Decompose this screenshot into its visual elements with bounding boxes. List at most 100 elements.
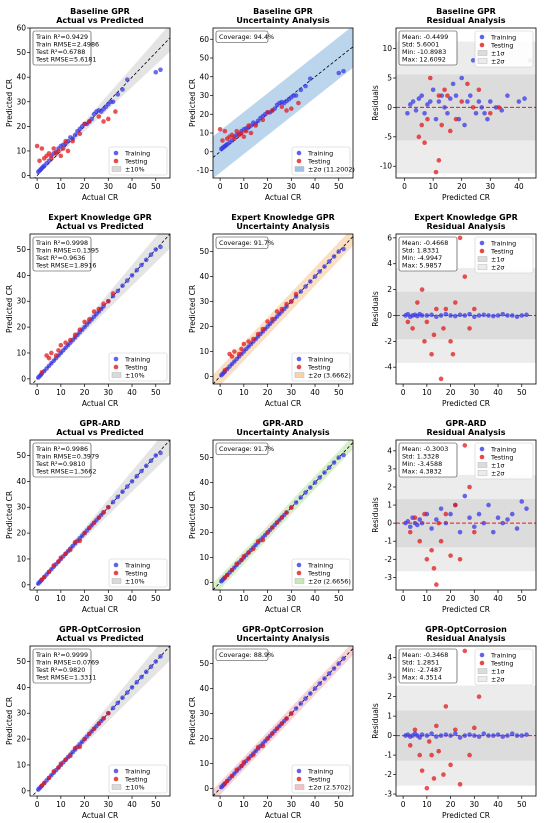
- training-point: [405, 519, 411, 524]
- testing-point: [415, 300, 420, 305]
- y-axis-label: Residuals: [371, 703, 380, 739]
- testing-point: [56, 148, 61, 154]
- legend-label: Testing: [124, 775, 147, 783]
- testing-point: [234, 767, 240, 773]
- testing-point: [472, 529, 477, 535]
- training-point: [293, 500, 299, 505]
- testing-point: [82, 530, 87, 536]
- training-point: [293, 706, 299, 711]
- training-point: [115, 700, 121, 706]
- y-axis-label: Residuals: [371, 497, 380, 533]
- x-tick-label: 10: [239, 594, 249, 603]
- stats-line: Min: -4.9947: [402, 254, 442, 262]
- x-axis-label: Actual CR: [82, 193, 118, 202]
- legend-label: ±1σ: [491, 255, 504, 263]
- training-point: [312, 686, 318, 691]
- testing-point: [246, 339, 251, 344]
- testing-point: [63, 138, 68, 144]
- x-axis-label: Actual CR: [82, 605, 118, 614]
- plot-frame: [29, 439, 171, 591]
- stats-line: Min: -10.8983: [402, 48, 446, 56]
- subplot-r0c1: 0 10 20 30 40 50 -10 0 10 20 30 40 50 60 Baseline GPRU…: [188, 7, 355, 202]
- y-tick-label: 0: [204, 784, 209, 793]
- stats-line: Test R²=0.9810: [35, 460, 85, 468]
- y-tick-label: 0: [204, 372, 209, 381]
- training-point: [341, 656, 346, 661]
- testing-point: [417, 752, 423, 758]
- training-point: [120, 695, 125, 701]
- training-point: [490, 529, 496, 535]
- plot-frame: [212, 645, 354, 797]
- legend-swatch: [477, 58, 488, 64]
- y-tick-label: 4: [387, 653, 392, 662]
- training-point: [505, 517, 510, 522]
- training-point: [467, 93, 473, 98]
- legend-marker-testing: [296, 364, 302, 370]
- testing-point: [224, 572, 230, 578]
- training-point: [422, 110, 427, 116]
- legend-swatch: [477, 462, 488, 468]
- training-point: [115, 494, 121, 500]
- testing-point: [39, 370, 45, 375]
- training-point: [405, 110, 410, 116]
- subplot-title: Baseline GPR: [70, 7, 130, 16]
- stats-line: Train R²=0.9429: [35, 33, 88, 41]
- y-tick-label: 0: [387, 103, 392, 112]
- training-point: [453, 93, 459, 98]
- subplot-title: Expert Knowledge GPR: [48, 213, 152, 222]
- x-tick-label: 10: [56, 594, 66, 603]
- testing-point: [41, 574, 47, 580]
- y-tick-label: 40: [199, 72, 209, 81]
- testing-point: [82, 121, 87, 127]
- x-tick-label: 30: [287, 388, 297, 397]
- legend-marker-training: [479, 240, 485, 246]
- plot-area: [213, 28, 353, 178]
- testing-point: [236, 351, 242, 357]
- subplot-subtitle: Residual Analysis: [427, 222, 506, 231]
- testing-point: [220, 138, 225, 143]
- stats-line: Test RMSE=1.8916: [35, 262, 96, 270]
- legend-swatch: [111, 578, 122, 584]
- y-tick-label: 10: [16, 146, 26, 155]
- legend-label: Training: [307, 149, 333, 157]
- training-point: [139, 674, 144, 680]
- plot-frame: [29, 27, 171, 179]
- plot-area: [34, 28, 170, 178]
- legend-marker-training: [296, 356, 302, 362]
- testing-point: [34, 143, 40, 149]
- subplot-subtitle: Actual vs Predicted: [56, 634, 144, 643]
- x-tick-label: 10: [239, 800, 249, 809]
- legend-label: Training: [124, 355, 150, 363]
- x-tick-label: 30: [287, 800, 297, 809]
- training-point: [429, 731, 434, 736]
- y-tick-label: 0: [21, 786, 26, 795]
- training-point: [472, 524, 477, 530]
- testing-point: [457, 782, 463, 787]
- legend-label: Testing: [124, 157, 147, 165]
- legend-frame: [474, 30, 534, 68]
- legend-label: ±2σ (2.5702): [308, 783, 351, 791]
- testing-point: [101, 301, 106, 307]
- testing-point: [431, 566, 437, 571]
- stats-line: Train R²=0.9986: [35, 445, 88, 453]
- legend-swatch: [477, 50, 488, 56]
- training-point: [143, 257, 149, 263]
- coverage-text: Coverage: 91.7%: [219, 239, 274, 247]
- testing-point: [470, 105, 476, 110]
- testing-point: [434, 306, 439, 312]
- legend-label: Training: [490, 239, 516, 247]
- y-tick-label: 1: [387, 501, 392, 510]
- testing-point: [476, 694, 482, 699]
- training-point: [416, 96, 422, 101]
- x-tick-label: 0: [218, 800, 223, 809]
- testing-point: [279, 104, 285, 110]
- training-point: [115, 288, 121, 294]
- stats-line: Mean: -0.3468: [402, 651, 448, 659]
- coverage-text: Coverage: 94.4%: [219, 33, 274, 41]
- x-tick-label: 0: [401, 388, 406, 397]
- testing-point: [289, 505, 294, 510]
- training-point: [459, 75, 465, 81]
